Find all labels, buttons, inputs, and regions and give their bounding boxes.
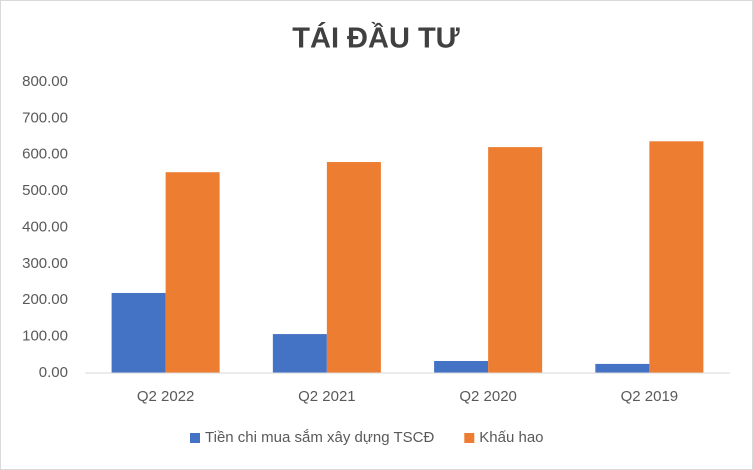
chart-title: TÁI ĐẦU TƯ	[292, 21, 460, 55]
x-tick-label: Q2 2019	[621, 388, 679, 405]
x-tick-label: Q2 2020	[459, 388, 517, 405]
bar	[649, 141, 704, 373]
bar	[434, 360, 489, 373]
y-tick-label: 800.00	[22, 73, 68, 90]
bar	[326, 162, 381, 373]
bar	[488, 147, 543, 373]
legend-label: Tiền chi mua sắm xây dựng TSCĐ	[205, 429, 434, 446]
bar	[111, 292, 166, 373]
legend-label: Khấu hao	[479, 429, 543, 446]
bar	[272, 334, 327, 373]
bar	[165, 172, 220, 373]
y-tick-label: 700.00	[22, 109, 68, 126]
y-tick-label: 500.00	[22, 182, 68, 199]
y-tick-label: 400.00	[22, 218, 68, 235]
y-tick-label: 200.00	[22, 291, 68, 308]
y-tick-label: 0.00	[39, 364, 68, 381]
legend-swatch	[190, 433, 200, 443]
bar	[595, 363, 650, 373]
y-tick-label: 100.00	[22, 328, 68, 345]
y-tick-label: 600.00	[22, 146, 68, 163]
y-tick-label: 300.00	[22, 255, 68, 272]
x-tick-label: Q2 2021	[298, 388, 356, 405]
x-tick-label: Q2 2022	[137, 388, 195, 405]
legend-swatch	[464, 433, 475, 443]
